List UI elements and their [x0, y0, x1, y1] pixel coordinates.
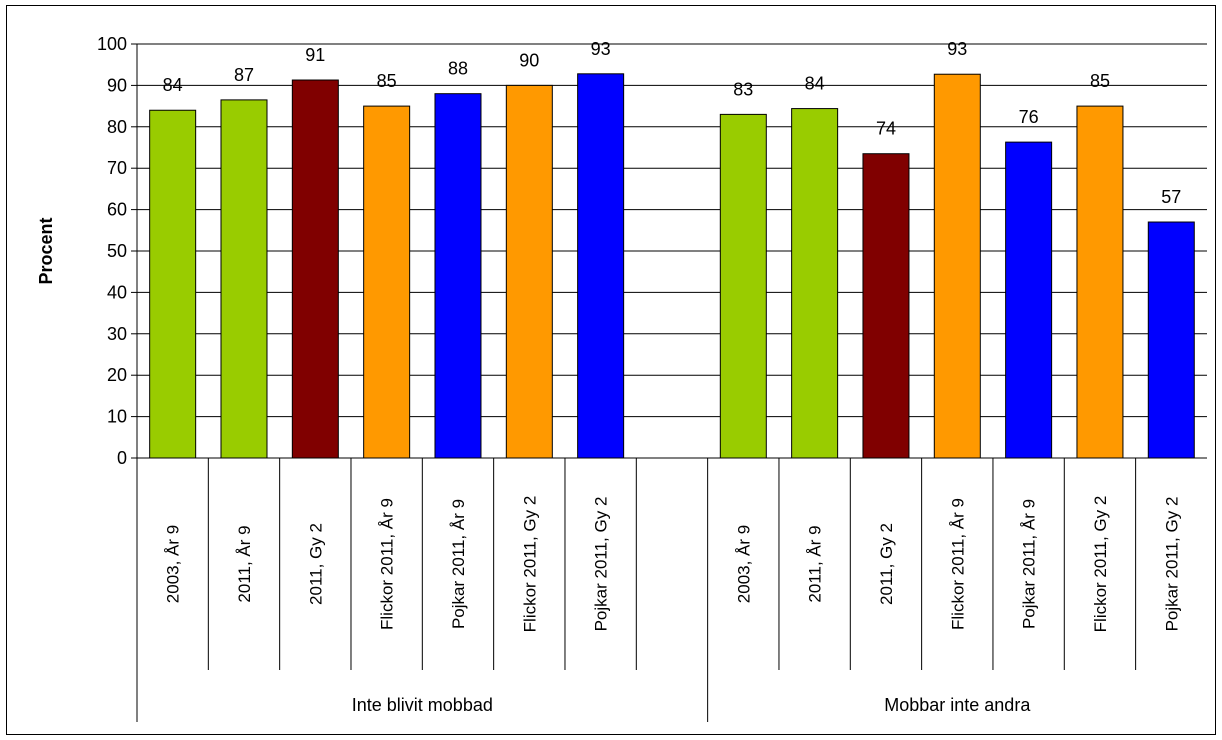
y-tick-label: 60 — [107, 200, 127, 220]
bar-value-label: 85 — [377, 71, 397, 91]
category-label: 2003, År 9 — [734, 525, 753, 603]
category-label: Flickor 2011, Gy 2 — [520, 496, 539, 633]
bar-value-label: 88 — [448, 59, 468, 79]
bar — [791, 108, 839, 459]
bar — [719, 113, 767, 459]
bar — [220, 99, 268, 459]
category-label: Pojkar 2011, År 9 — [449, 499, 468, 629]
y-tick-label: 50 — [107, 241, 127, 261]
bar-value-label: 74 — [876, 119, 896, 139]
group-label: Inte blivit mobbad — [352, 695, 493, 715]
y-tick-label: 30 — [107, 324, 127, 344]
bar-value-label: 76 — [1019, 107, 1039, 127]
group-label: Mobbar inte andra — [884, 695, 1031, 715]
category-label: 2011, År 9 — [235, 525, 254, 602]
category-label: 2003, År 9 — [164, 525, 183, 603]
bar — [1076, 105, 1124, 459]
bar-value-label: 83 — [733, 79, 753, 99]
bar-value-label: 85 — [1090, 71, 1110, 91]
bars — [149, 73, 1195, 459]
bar — [1147, 221, 1195, 459]
y-axis-title: Procent — [36, 217, 56, 284]
category-label: Pojkar 2011, Gy 2 — [592, 497, 611, 632]
bar — [577, 73, 625, 459]
bar — [149, 109, 197, 459]
bar-value-label: 93 — [591, 39, 611, 59]
bar — [505, 84, 553, 459]
bar-value-label: 87 — [234, 65, 254, 85]
bar — [434, 93, 482, 459]
category-label: 2011, Gy 2 — [877, 523, 896, 605]
bar — [291, 79, 339, 459]
category-label: 2011, År 9 — [806, 525, 825, 602]
y-tick-label: 90 — [107, 75, 127, 95]
bar-value-label: 84 — [163, 75, 183, 95]
category-label: Pojkar 2011, År 9 — [1020, 499, 1039, 629]
y-tick-label: 20 — [107, 365, 127, 385]
bar — [1005, 141, 1053, 459]
y-tick-label: 10 — [107, 407, 127, 427]
bar-value-label: 57 — [1161, 187, 1181, 207]
category-label: 2011, Gy 2 — [306, 523, 325, 605]
category-label: Flickor 2011, År 9 — [378, 498, 397, 630]
y-tick-label: 100 — [97, 34, 127, 54]
bar — [363, 105, 411, 459]
category-label: Flickor 2011, Gy 2 — [1091, 496, 1110, 633]
bar-value-label: 91 — [305, 45, 325, 65]
bar — [933, 73, 981, 459]
category-label: Flickor 2011, År 9 — [948, 498, 967, 630]
category-label: Pojkar 2011, Gy 2 — [1162, 497, 1181, 632]
bar-value-label: 90 — [519, 50, 539, 70]
y-tick-label: 40 — [107, 282, 127, 302]
axes — [131, 43, 1207, 722]
y-tick-label: 0 — [117, 448, 127, 468]
bar-value-label: 84 — [805, 74, 825, 94]
y-tick-label: 70 — [107, 158, 127, 178]
bar-value-label: 93 — [947, 39, 967, 59]
y-tick-label: 80 — [107, 117, 127, 137]
labels: 0 10 20 30 40 50 60 70 80 90 100 84 2003, År 9 87 2011… — [97, 34, 1181, 715]
bar — [862, 153, 910, 459]
